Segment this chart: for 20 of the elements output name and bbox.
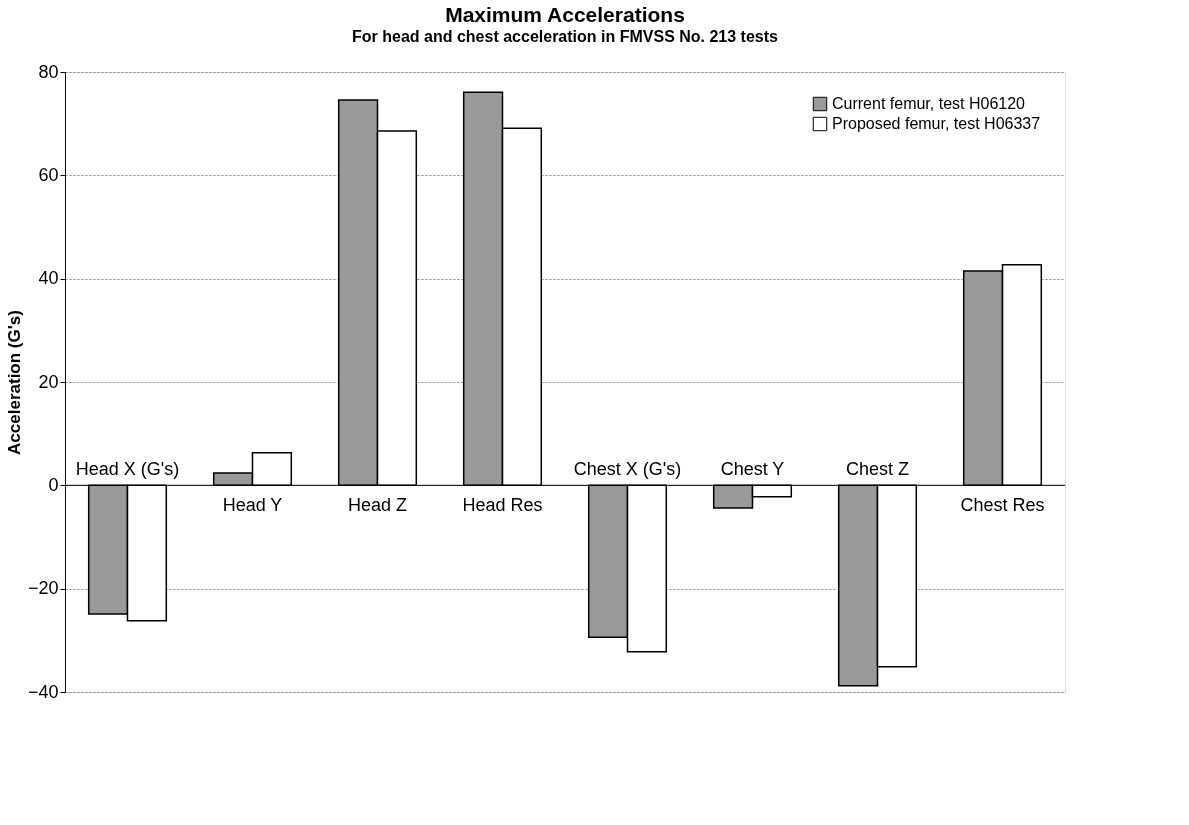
legend-label: Proposed femur, test H06337 bbox=[832, 115, 1041, 132]
y-tick-label: 0 bbox=[48, 474, 59, 495]
x-tick-label: Chest Y bbox=[720, 459, 785, 480]
y-tick-label: 20 bbox=[38, 371, 59, 392]
y-tick-label: 40 bbox=[38, 268, 59, 289]
x-tick-label: Head Z bbox=[347, 495, 408, 516]
chart-title: Maximum Accelerations bbox=[445, 3, 685, 26]
x-tick-label: Chest Z bbox=[845, 459, 910, 480]
y-tick-label: 60 bbox=[38, 164, 59, 185]
x-tick-label: Chest X (G's) bbox=[573, 459, 682, 480]
x-tick-label: Head Y bbox=[222, 495, 283, 516]
y-tick-label: −20 bbox=[27, 578, 59, 599]
x-tick-label: Head X (G's) bbox=[75, 459, 180, 480]
x-tick-label: Chest Res bbox=[960, 495, 1045, 516]
y-tick-label: 80 bbox=[38, 61, 59, 82]
legend-label: Current femur, test H06120 bbox=[832, 95, 1026, 112]
chart-subtitle: For head and chest acceleration in FMVSS No. 213 tests bbox=[352, 28, 779, 45]
y-tick-label: −40 bbox=[27, 681, 59, 702]
x-tick-label: Head Res bbox=[462, 495, 543, 516]
y-axis-title: Acceleration (G's) bbox=[4, 310, 24, 455]
